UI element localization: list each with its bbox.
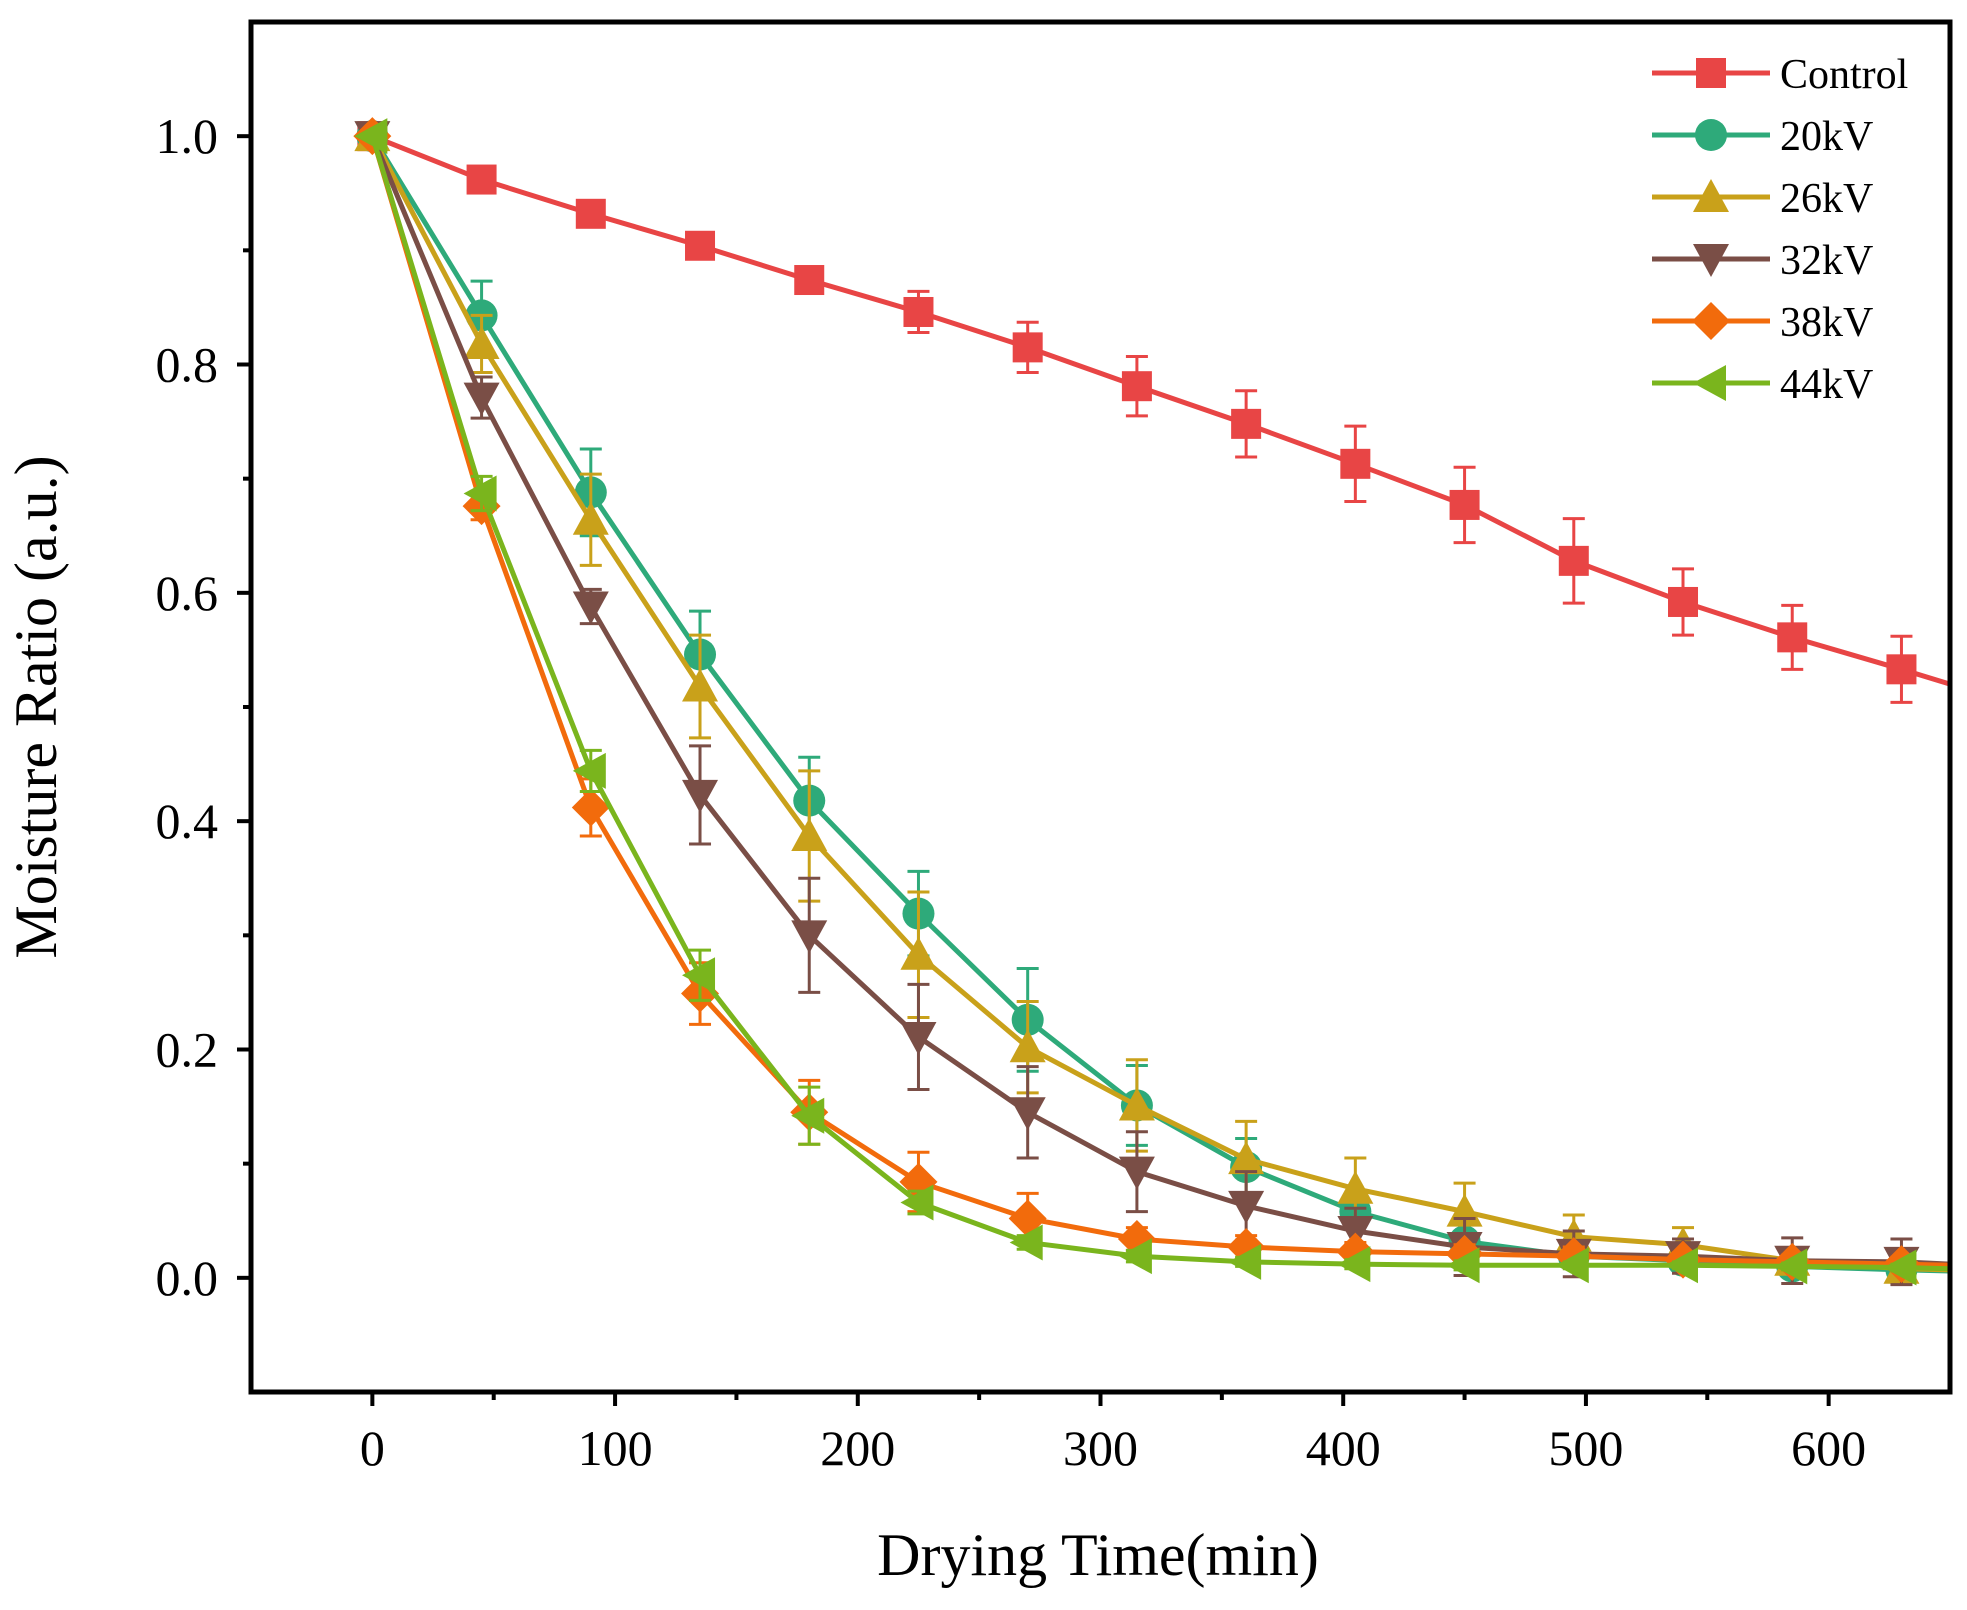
legend-label-38kv: 38kV — [1780, 300, 1873, 346]
data-point-control — [1558, 545, 1589, 576]
y-tick-label-0.2: 0.2 — [156, 1022, 219, 1078]
data-point-44kv — [1337, 1246, 1371, 1283]
data-point-26kv — [791, 818, 828, 852]
data-point-32kv — [463, 382, 500, 416]
legend-item-32kv: 32kV — [1652, 238, 1873, 284]
data-point-control — [1012, 332, 1043, 363]
data-point-26kv — [1118, 1087, 1155, 1121]
data-point-44kv — [1009, 1224, 1043, 1261]
legend-marker-32kv — [1693, 244, 1729, 277]
x-tick-label-0: 0 — [360, 1420, 385, 1476]
x-tick-label-500: 500 — [1548, 1420, 1623, 1476]
series-line-44kv — [369, 135, 1951, 1272]
x-tick-label-300: 300 — [1063, 1420, 1138, 1476]
data-point-44kv — [900, 1184, 934, 1221]
series-layer — [353, 117, 1951, 1287]
data-point-26kv — [900, 936, 937, 970]
data-point-44kv — [791, 1097, 825, 1134]
series-line-38kv — [369, 135, 1951, 1268]
y-axis-title: Moisture Ratio (a.u.) — [3, 455, 69, 958]
data-point-26kv — [1009, 1029, 1046, 1063]
legend-label-44kv: 44kV — [1780, 362, 1873, 408]
data-point-32kv — [682, 779, 719, 813]
legend-label-26kv: 26kV — [1780, 176, 1873, 222]
x-tick-label-600: 600 — [1791, 1420, 1866, 1476]
data-point-control — [794, 265, 825, 296]
legend-marker-26kv — [1693, 179, 1729, 212]
legend-item-control: Control — [1652, 52, 1908, 98]
data-point-32kv — [1118, 1156, 1155, 1190]
y-tick-label-0.0: 0.0 — [156, 1250, 219, 1306]
data-point-control — [466, 164, 497, 195]
legend-marker-38kv — [1692, 302, 1730, 340]
legend-marker-20kv — [1695, 119, 1727, 151]
data-point-control — [685, 230, 716, 261]
x-tick-label-200: 200 — [820, 1420, 895, 1476]
data-point-44kv — [463, 475, 497, 512]
data-point-44kv — [1446, 1247, 1480, 1284]
data-point-44kv — [682, 957, 716, 994]
legend-label-20kv: 20kV — [1780, 114, 1873, 160]
data-point-control — [1231, 408, 1262, 439]
data-point-44kv — [1228, 1243, 1262, 1280]
legend-item-26kv: 26kV — [1652, 176, 1873, 222]
legend: Control 20kV 26kV 32kV 38kV 44kV — [1652, 52, 1908, 408]
data-point-32kv — [791, 920, 828, 954]
data-point-32kv — [900, 1021, 937, 1055]
y-tick-label-1.0: 1.0 — [156, 108, 219, 164]
data-point-control — [1668, 586, 1699, 617]
data-point-44kv — [1883, 1249, 1917, 1286]
data-point-26kv — [572, 501, 609, 535]
data-point-control — [575, 198, 606, 229]
data-point-26kv — [1337, 1170, 1374, 1204]
legend-marker-44kv — [1693, 365, 1726, 401]
data-point-control — [1121, 371, 1152, 402]
data-point-32kv — [1009, 1097, 1046, 1131]
data-point-control — [1340, 448, 1371, 479]
legend-item-20kv: 20kV — [1652, 114, 1873, 160]
data-point-26kv — [682, 668, 719, 702]
data-point-44kv — [572, 752, 606, 789]
legend-item-44kv: 44kV — [1652, 362, 1873, 408]
series-line-26kv — [370, 135, 1951, 1273]
y-tick-label-0.6: 0.6 — [156, 565, 219, 621]
data-point-control — [1777, 622, 1808, 653]
data-point-control — [1449, 489, 1480, 520]
data-point-control — [903, 296, 934, 327]
data-point-44kv — [1665, 1247, 1699, 1284]
data-point-44kv — [1774, 1248, 1808, 1285]
data-point-26kv — [1228, 1141, 1265, 1175]
series-control — [357, 121, 1951, 704]
legend-label-32kv: 32kV — [1780, 238, 1873, 284]
data-point-32kv — [1228, 1190, 1265, 1224]
series-44kv — [354, 118, 1951, 1286]
x-tick-label-400: 400 — [1306, 1420, 1381, 1476]
x-axis-title: Drying Time(min) — [877, 1522, 1319, 1588]
data-point-26kv — [463, 325, 500, 359]
legend-marker-control — [1696, 58, 1726, 88]
data-point-32kv — [1337, 1216, 1374, 1250]
y-tick-label-0.8: 0.8 — [156, 337, 219, 393]
data-point-control — [1886, 654, 1917, 685]
data-point-44kv — [1118, 1238, 1152, 1275]
series-line-control — [371, 133, 1951, 687]
data-point-32kv — [572, 591, 609, 625]
legend-label-control: Control — [1780, 52, 1908, 98]
x-tick-label-100: 100 — [578, 1420, 653, 1476]
y-tick-label-0.4: 0.4 — [156, 793, 219, 849]
legend-item-38kv: 38kV — [1652, 300, 1873, 346]
data-point-44kv — [1555, 1247, 1589, 1284]
ticks-layer: 0 100 200 300 400 500 600 0.0 0.2 0.4 0.6 0.8 1.0 — [156, 108, 1867, 1476]
data-point-44kv — [354, 118, 388, 155]
data-point-38kv — [571, 788, 610, 827]
